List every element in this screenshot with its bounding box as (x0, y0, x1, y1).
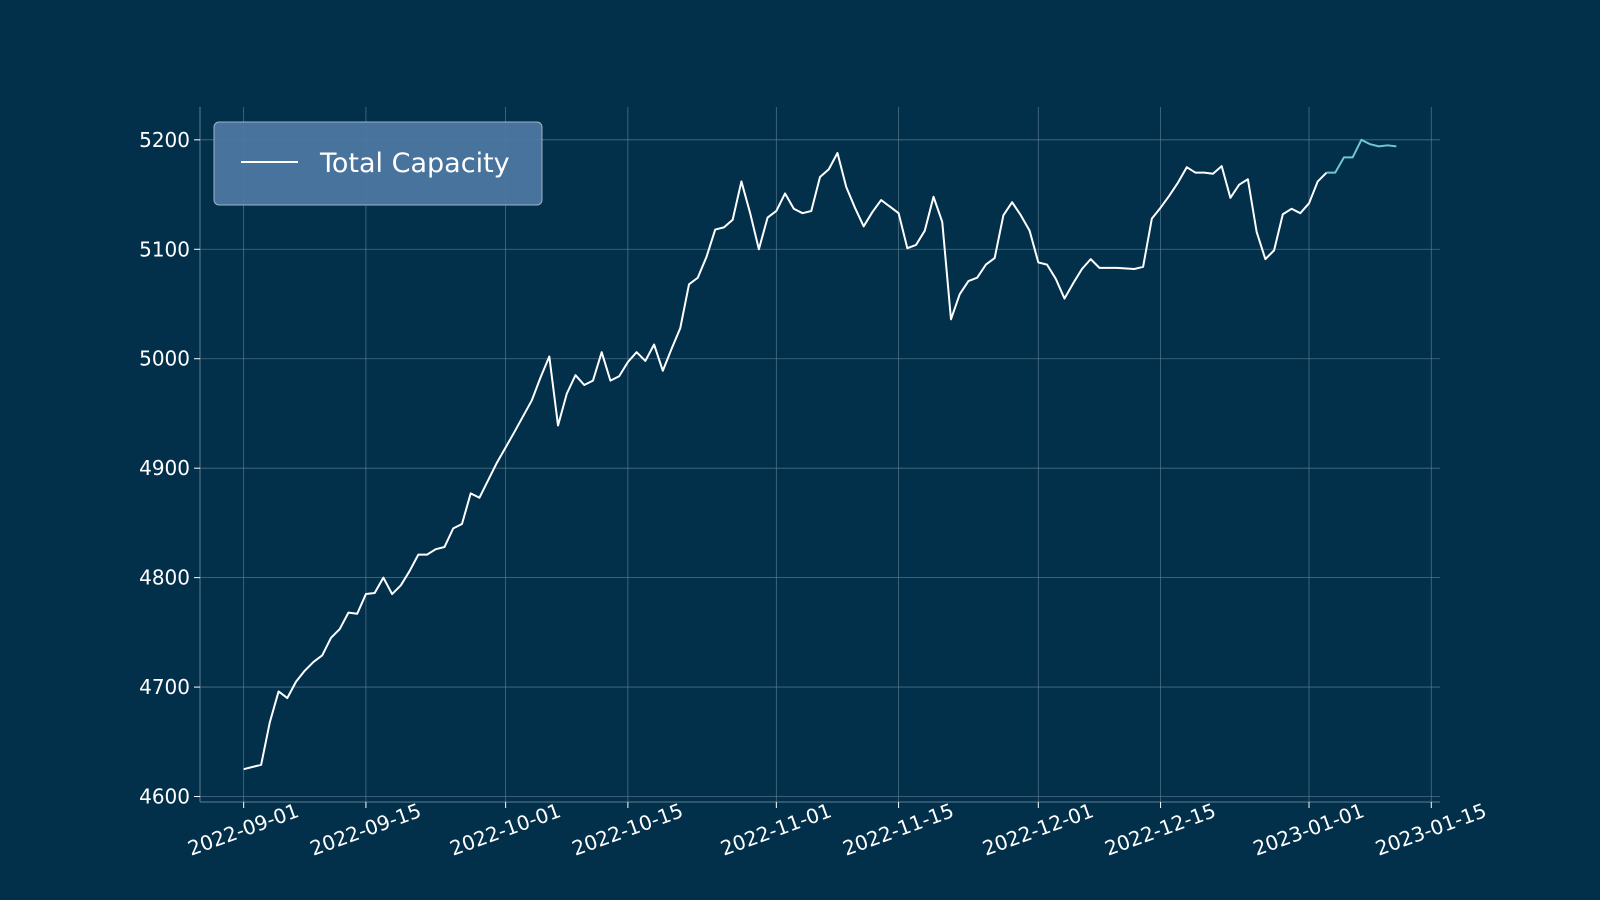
y-tick-label: 4800 (139, 566, 190, 590)
y-tick-label: 5100 (139, 237, 190, 261)
y-tick-label: 5000 (139, 347, 190, 371)
y-axis-ticks: 4600 4700 4800 4900 5000 5100 5200 (139, 128, 200, 809)
legend: Total Capacity (213, 121, 543, 206)
series-layer (243, 138, 1397, 771)
legend-label-total-capacity: Total Capacity (319, 148, 510, 179)
series-line-total-capacity (243, 151, 1328, 771)
series-line-total-capacity-recent (1326, 138, 1397, 174)
y-tick-label: 4600 (139, 785, 190, 809)
y-tick-label: 4700 (139, 675, 190, 699)
y-tick-label: 4900 (139, 456, 190, 480)
y-tick-label: 5200 (139, 128, 190, 152)
legend-box (213, 121, 543, 206)
grid (200, 107, 1440, 802)
axis-spines (199, 107, 1440, 803)
x-axis-ticks: 2022-09-01 2022-09-15 2022-10-01 2022-10-15… (185, 798, 1490, 860)
